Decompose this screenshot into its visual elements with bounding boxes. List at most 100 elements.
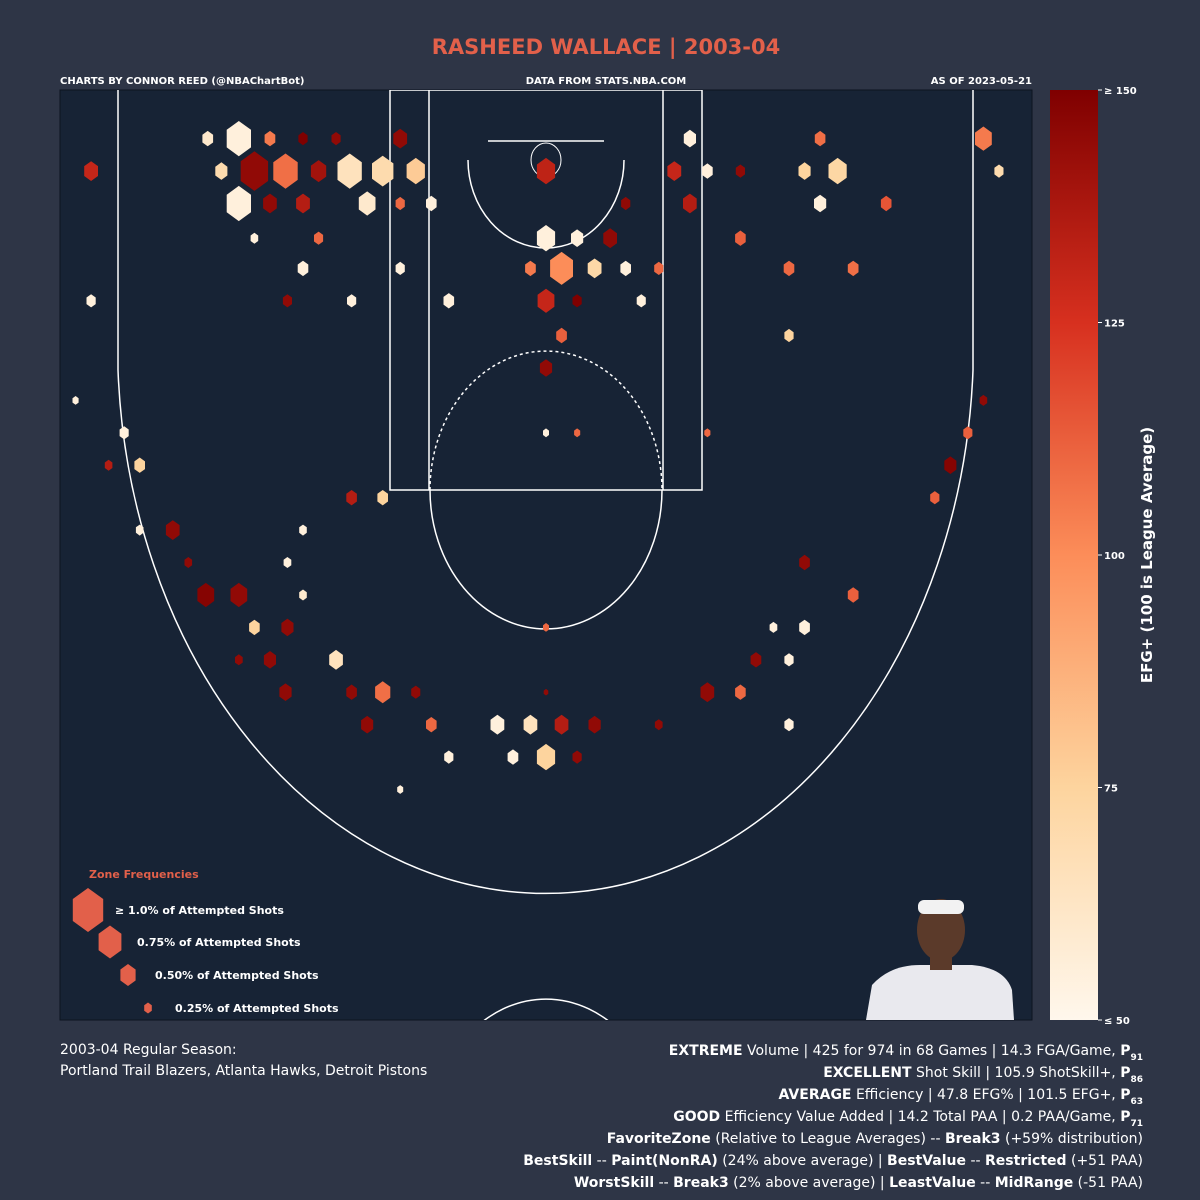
colorbar-tick-label: ≥ 150 (1104, 86, 1137, 97)
hex (880, 195, 892, 212)
stat-text: GOOD (673, 1109, 720, 1125)
hex (283, 557, 292, 568)
hex (784, 718, 794, 732)
hex (361, 715, 374, 734)
hex (572, 294, 582, 308)
stat-text: 91 (1130, 1053, 1143, 1063)
hex (536, 743, 556, 771)
hex (523, 714, 538, 735)
hex (426, 717, 437, 733)
stat-text: Efficiency Value Added | 14.2 Total PAA … (720, 1109, 1120, 1125)
hex (375, 681, 391, 704)
legend-label: 0.25% of Attempted Shots (175, 1002, 339, 1015)
stat-text: Break3 (673, 1175, 729, 1191)
hex (507, 749, 519, 765)
hex (279, 683, 292, 701)
hex (104, 459, 113, 471)
stat-text: (Relative to League Averages) -- (711, 1131, 945, 1147)
hex (135, 524, 144, 536)
colorbar-label: EFG+ (100 is League Average) (1138, 427, 1156, 683)
stat-text: AVERAGE (779, 1087, 852, 1103)
hex (574, 428, 581, 438)
hex (346, 490, 357, 506)
season-info: Portland Trail Blazers, Atlanta Hawks, D… (60, 1063, 427, 1079)
stat-line: WorstSkill -- Break3 (2% above average) … (574, 1175, 1143, 1191)
three-point-arc (117, 369, 974, 895)
hex (298, 132, 308, 146)
hex (814, 194, 827, 213)
hex (86, 294, 96, 308)
hex (784, 328, 794, 343)
stat-text: FavoriteZone (607, 1131, 711, 1147)
colorbar-tick-label: 125 (1104, 319, 1125, 330)
hex (297, 260, 309, 277)
hex (249, 619, 260, 636)
hex (702, 163, 713, 179)
hex (979, 394, 988, 406)
paint (389, 90, 703, 491)
stat-text: -- (592, 1153, 611, 1169)
hex (636, 294, 646, 308)
stat-line: GOOD Efficiency Value Added | 14.2 Total… (673, 1109, 1143, 1129)
legend-title: Zone Frequencies (89, 868, 199, 881)
hex (798, 162, 811, 180)
legend-hex (98, 925, 122, 959)
hex (537, 288, 555, 313)
hex (250, 232, 259, 244)
stat-text: Efficiency | 47.8 EFG% | 101.5 EFG+, (852, 1087, 1121, 1103)
stat-text: (24% above average) | (718, 1153, 887, 1169)
hex (620, 260, 631, 277)
hex (264, 130, 276, 147)
hex (543, 623, 549, 632)
stat-text: P (1120, 1087, 1130, 1103)
hex (235, 654, 243, 666)
hex (299, 524, 307, 536)
hex (84, 161, 98, 181)
stat-text: 86 (1130, 1075, 1143, 1085)
hex (588, 715, 601, 734)
hex (587, 258, 602, 279)
stat-text: Break3 (945, 1131, 1001, 1147)
hex (273, 153, 298, 189)
stat-text: BestSkill (523, 1153, 592, 1169)
free-throw-circle-dashed (429, 350, 663, 491)
legend-hex (120, 964, 136, 986)
hex (704, 428, 711, 438)
hex (683, 193, 697, 214)
stat-text: (-51 PAA) (1073, 1175, 1143, 1191)
legend-hex (144, 1002, 152, 1014)
hex (536, 225, 556, 252)
footer: 2003-04 Regular Season: Portland Trail Bl… (60, 1042, 1143, 1191)
hex (263, 651, 276, 669)
stat-line: BestSkill -- Paint(NonRA) (24% above ave… (523, 1153, 1143, 1169)
as-of: AS OF 2023-05-21 (931, 76, 1032, 87)
hex (226, 185, 251, 222)
hex (490, 714, 505, 735)
hex (571, 229, 584, 247)
stat-text: EXCELLENT (823, 1065, 912, 1081)
hex (263, 193, 277, 214)
hex (119, 426, 129, 440)
hex (930, 491, 940, 505)
hex (799, 619, 810, 636)
hex (550, 251, 573, 285)
hex (426, 195, 437, 212)
season-info: 2003-04 Regular Season: (60, 1042, 237, 1058)
colorbar-tick-label: ≤ 50 (1104, 1016, 1130, 1027)
hex (603, 228, 617, 249)
hex (556, 327, 567, 344)
stat-text: -- (966, 1153, 985, 1169)
hex (372, 155, 394, 187)
colorbar-tick-label: 75 (1104, 784, 1118, 795)
legend-label: ≥ 1.0% of Attempted Shots (115, 904, 284, 917)
hex (165, 520, 180, 540)
stat-text: WorstSkill (574, 1175, 654, 1191)
hex (667, 161, 682, 181)
stat-text: 71 (1130, 1119, 1143, 1129)
player-photo (866, 899, 1014, 1020)
hex (72, 396, 79, 405)
hex (329, 649, 343, 670)
source: DATA FROM STATS.NBA.COM (526, 76, 687, 87)
hex (847, 260, 859, 277)
hex (215, 162, 228, 180)
